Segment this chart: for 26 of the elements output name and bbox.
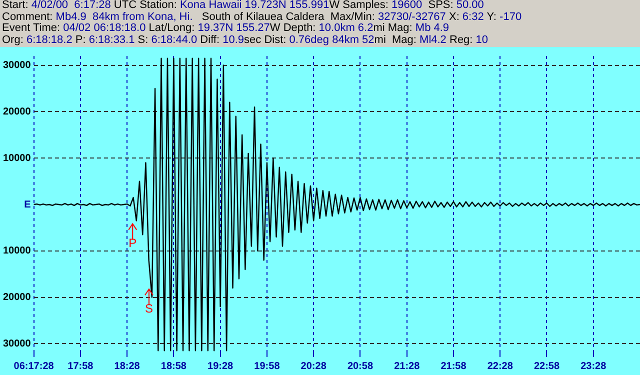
x-tick-label: 18:28: [114, 360, 140, 372]
x-tick-label: 20:58: [347, 360, 374, 372]
x-tick-label: 20:28: [300, 360, 327, 372]
y-tick-label: 30000: [2, 60, 32, 72]
x-tick-label: 21:28: [394, 360, 420, 372]
x-tick-label: 17:58: [68, 360, 94, 372]
text: Start: 4/02/00 6:17:28 UTC Station: Kona Hawaii 19.723N 155.991W Samples: 19600 SPS: 50.00: [2, 0, 484, 11]
y-tick-label: 10000: [2, 152, 32, 164]
x-tick-label: 22:28: [487, 360, 514, 372]
x-tick-label: 06:17:28: [14, 360, 54, 372]
y-tick-label: 10000: [2, 246, 32, 257]
y-tick-label: 30000: [2, 338, 32, 350]
x-tick-label: 18:58: [160, 360, 187, 372]
y-tick-label: 20000: [2, 106, 32, 118]
x-tick-label: 19:28: [208, 360, 234, 372]
x-tick-label: 19:58: [254, 360, 280, 372]
text: Event Time: 04/02 06:18:18.0 Lat/Long: 19.37N 155.27W Depth: 10.0km 6.2mi Mag: Mb 4.9: [2, 22, 450, 34]
x-tick-label: 22:58: [534, 360, 560, 372]
text: Org: 6:18:18.2 P: 6:18:33.1 S: 6:18:44.0 Diff: 10.9sec Dist: 0.76deg 84km 52mi Mag: Ml4.2 Reg: 10: [2, 34, 488, 46]
x-tick-label: 23:28: [580, 360, 607, 372]
annotation: S: [144, 301, 153, 316]
text: Comment: Mb4.9 84km from Kona, Hi. South of Kilauea Caldera Max/Min: 32730/-32767 X: 6:32 Y: -170: [2, 10, 522, 22]
annotation: P: [128, 236, 137, 250]
y-tick-label: E: [24, 199, 32, 210]
x-tick-label: 21:58: [440, 360, 467, 372]
y-tick-label: 20000: [2, 292, 32, 304]
